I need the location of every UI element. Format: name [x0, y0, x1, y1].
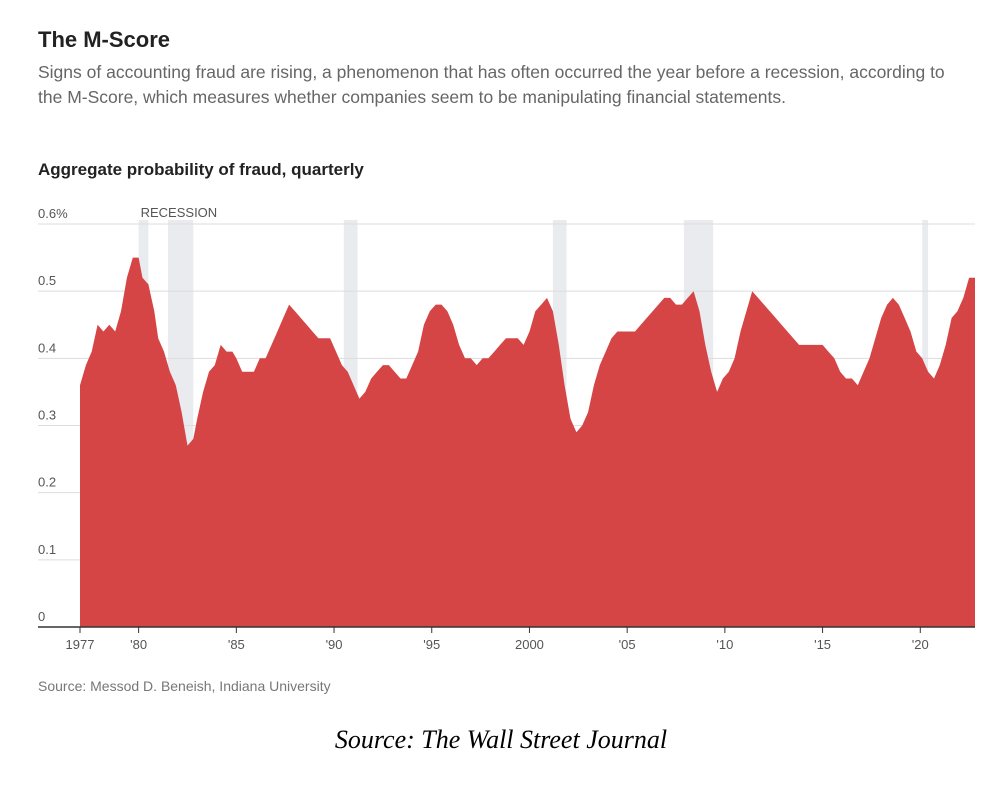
- y-tick-label: 0: [38, 609, 45, 624]
- chart-title: The M-Score: [38, 27, 171, 52]
- x-tick-label: '95: [423, 637, 440, 652]
- x-tick-label: '10: [716, 637, 733, 652]
- area-series: [80, 257, 975, 627]
- x-tick-label: 1977: [66, 637, 95, 652]
- fraud-probability-area: [80, 257, 975, 627]
- y-tick-label: 0.1: [38, 542, 56, 557]
- y-tick-label: 0.4: [38, 340, 56, 355]
- chart-series-label: Aggregate probability of fraud, quarterl…: [38, 160, 364, 179]
- y-tick-label: 0.5: [38, 273, 56, 288]
- source-note: Source: Messod D. Beneish, Indiana Unive…: [38, 678, 331, 694]
- x-axis: [38, 626, 975, 633]
- y-tick-labels: 0 0.1 0.2 0.3 0.4 0.5 0.6%: [38, 206, 68, 624]
- x-tick-label: '80: [130, 637, 147, 652]
- x-tick-label: '90: [326, 637, 343, 652]
- chart-subtitle: Signs of accounting fraud are rising, a …: [38, 62, 945, 107]
- y-tick-label: 0.3: [38, 408, 56, 423]
- credit-line: Source: The Wall Street Journal: [334, 725, 668, 754]
- y-tick-label: 0.2: [38, 475, 56, 490]
- x-tick-label: 2000: [515, 637, 544, 652]
- x-tick-label: '15: [814, 637, 831, 652]
- recession-label: RECESSION: [141, 205, 218, 220]
- fraud-probability-area-chart: 0 0.1 0.2 0.3 0.4 0.5 0.6% 1977 '80 '85 '90 '95 200…: [38, 205, 975, 652]
- x-tick-label: '05: [619, 637, 636, 652]
- y-tick-label: 0.6%: [38, 206, 68, 221]
- x-tick-label: '85: [228, 637, 245, 652]
- x-tick-label: '20: [912, 637, 929, 652]
- x-tick-labels: 1977 '80 '85 '90 '95 2000 '05 '10 '15 '20: [66, 637, 929, 652]
